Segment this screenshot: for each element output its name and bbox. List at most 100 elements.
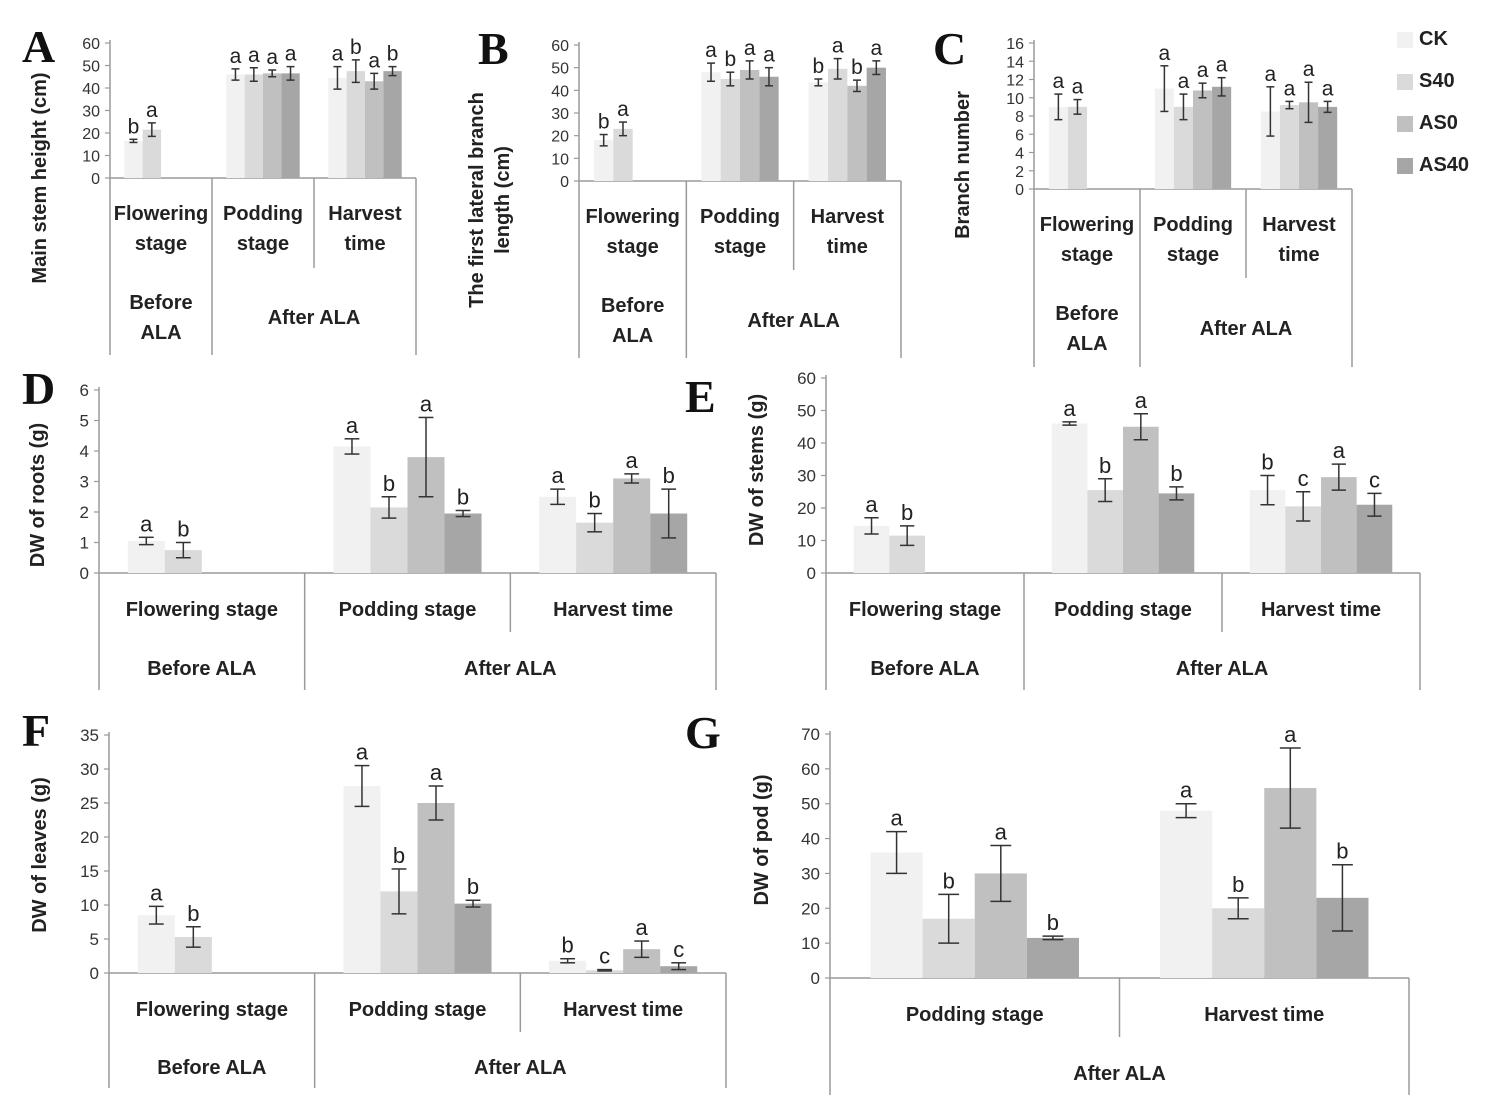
y-tick-label: 25 [80,794,99,813]
x-group-label: After ALA [1073,1063,1166,1085]
significance-letter: a [763,44,775,67]
x-category-label: Harvest time [810,205,885,258]
x-category-label: Flowering stage [585,205,680,258]
y-tick-label: 1 [80,534,89,553]
significance-letter: a [1159,42,1171,65]
y-tick-label: 5 [90,930,99,949]
bar-as0 [1299,102,1319,189]
significance-letter: b [901,500,913,525]
significance-letter: a [230,45,242,68]
significance-letter: a [430,760,443,785]
y-tick-label: 4 [1015,146,1024,163]
significance-letter: b [1099,453,1111,478]
bar-s40 [720,79,740,181]
significance-letter: b [457,484,469,509]
y-tick-label: 60 [82,36,100,53]
bar-as0 [613,478,651,573]
bar-ck [328,77,347,178]
x-category-label: Flowering stage [125,599,278,621]
legend-swatch [1397,31,1413,48]
x-category-label: Harvest time [328,203,402,255]
significance-letter: a [626,448,639,473]
y-tick-label: 20 [797,499,816,518]
significance-letter: a [1322,77,1334,100]
bar-as40 [759,76,779,181]
bar-s40 [346,71,365,178]
significance-letter: a [1284,722,1297,747]
panel-letter: E [685,371,716,422]
bar-ck [1048,106,1068,189]
y-tick-label: 40 [797,434,816,453]
significance-letter: a [1284,77,1296,100]
bar-as0 [365,81,384,178]
legend-label: AS40 [1419,154,1470,176]
bar-as0 [1321,477,1357,573]
significance-letter: a [552,463,565,488]
x-group-label: After ALA [747,309,840,332]
significance-letter: a [1053,70,1065,93]
y-tick-label: 70 [801,725,820,744]
y-axis-label: Main stem height (cm) [29,72,51,284]
significance-letter: b [187,901,199,926]
x-category-label: Flowering stage [135,999,288,1021]
x-category-label: Podding stage [338,599,477,621]
y-tick-label: 0 [91,171,100,188]
bar-ck [1160,810,1213,978]
significance-letter: b [387,43,399,66]
bar-as0 [740,69,760,181]
significance-letter: a [332,43,344,66]
panel-letter: D [22,363,56,414]
y-tick-label: 4 [80,442,89,461]
bar-ck [701,72,721,181]
bar-ck [1051,423,1088,573]
x-group-label: Before ALA [129,291,193,344]
y-tick-label: 20 [801,899,820,918]
significance-letter: a [744,37,756,60]
significance-letter: a [346,413,359,438]
panel-letter: G [685,707,721,758]
significance-letter: b [393,843,405,868]
panel-letter: F [22,705,51,756]
significance-letter: a [146,99,158,122]
significance-letter: b [1232,872,1244,897]
y-tick-label: 30 [797,467,816,486]
y-tick-label: 60 [551,38,569,55]
significance-letter: a [1063,396,1076,421]
bar-as0 [263,73,282,178]
significance-letter: b [1047,910,1059,935]
significance-letter: a [617,98,629,121]
significance-letter: b [177,517,189,542]
y-tick-label: 30 [82,104,100,121]
significance-letter: a [1216,54,1228,77]
y-tick-label: 10 [1006,91,1024,108]
y-tick-label: 2 [80,503,89,522]
y-tick-label: 10 [551,151,569,168]
significance-letter: b [589,488,601,513]
significance-letter: b [1261,450,1273,475]
bar-s40 [142,129,161,178]
y-tick-label: 10 [82,149,100,166]
bar-ck [124,140,143,178]
significance-letter: b [663,463,675,488]
bar-s40 [1212,908,1265,978]
x-category-label: Podding stage [223,203,303,255]
y-tick-label: 0 [80,564,89,583]
significance-letter: a [1265,63,1277,86]
y-tick-label: 0 [560,174,569,191]
y-tick-label: 50 [801,795,820,814]
bar-as0 [1123,426,1159,573]
x-category-label: Harvest time [563,999,684,1021]
legend-swatch [1397,157,1413,174]
significance-letter: b [562,933,574,958]
y-tick-label: 20 [82,126,100,143]
bar-ck [333,446,371,573]
x-category-label: Harvest time [1204,1004,1325,1026]
y-tick-label: 2 [1015,164,1024,181]
bar-s40 [244,74,263,178]
y-axis-label: DW of roots (g) [27,422,49,568]
legend-swatch [1397,115,1413,132]
bar-ck [1154,88,1174,189]
significance-letter: a [285,43,297,66]
significance-letter: b [1336,839,1348,864]
